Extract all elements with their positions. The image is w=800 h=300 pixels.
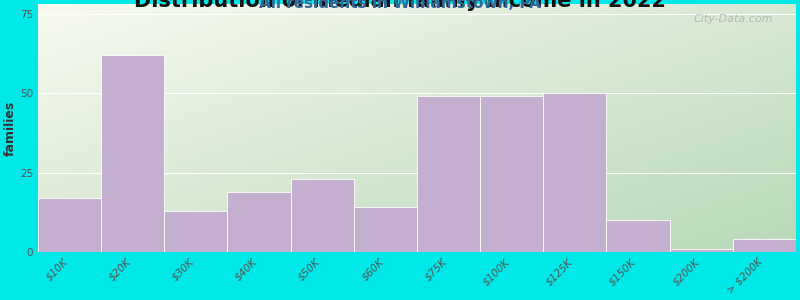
Bar — [102, 55, 164, 252]
Bar — [164, 211, 227, 252]
Y-axis label: families: families — [4, 100, 17, 156]
Bar — [670, 249, 733, 252]
Bar — [733, 239, 796, 252]
Bar — [227, 192, 290, 252]
Bar — [354, 207, 417, 252]
Bar — [38, 198, 102, 252]
Bar — [417, 96, 480, 252]
Text: Distribution of median family income in 2022: Distribution of median family income in … — [134, 0, 666, 11]
Bar — [480, 96, 543, 252]
Bar — [543, 93, 606, 252]
Bar — [290, 179, 354, 252]
Text: All residents in Williamstown, PA: All residents in Williamstown, PA — [259, 0, 541, 11]
Bar — [606, 220, 670, 252]
Text: City-Data.com: City-Data.com — [694, 14, 773, 24]
